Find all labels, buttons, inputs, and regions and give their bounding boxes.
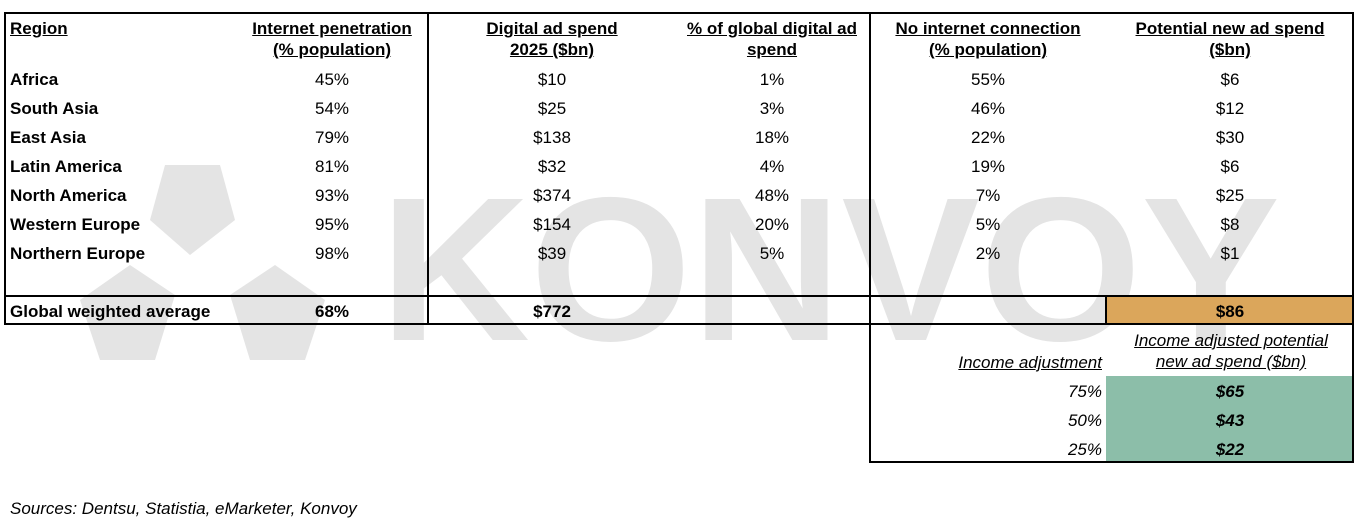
cell-pct-global: 1% — [759, 70, 785, 89]
cell-ad-spend: $39 — [537, 244, 567, 263]
cell-ad-spend: $32 — [537, 157, 567, 176]
cell-no-internet: 7% — [975, 186, 1001, 205]
cell-potential: $12 — [1215, 99, 1245, 118]
border-total-bottom — [4, 323, 1354, 325]
border-col-1 — [427, 12, 429, 324]
cell-no-internet: 22% — [970, 128, 1006, 147]
income-adjusted-header: Income adjusted potential new ad spend ($… — [1134, 331, 1328, 371]
cell-region: Northern Europe — [10, 244, 146, 263]
cell-potential: $6 — [1220, 70, 1240, 89]
cell-no-internet: 19% — [970, 157, 1006, 176]
border-left — [4, 12, 6, 324]
border-col-2 — [869, 12, 871, 463]
cell-pct-global: 4% — [759, 157, 785, 176]
income-pct-75: 75% — [1067, 382, 1102, 401]
income-pct-50: 50% — [1067, 411, 1102, 430]
cell-no-internet: 46% — [970, 99, 1006, 118]
cell-pct-global: 20% — [754, 215, 790, 234]
header-region: Region — [10, 19, 68, 38]
income-value-75: $65 — [1215, 382, 1245, 401]
cell-penetration: 93% — [314, 186, 350, 205]
header-potential-ad-spend: Potential new ad spend ($bn) — [1135, 19, 1325, 59]
cell-ad-spend: $25 — [537, 99, 567, 118]
border-top — [4, 12, 1354, 14]
income-pct-25: 25% — [1067, 440, 1102, 459]
cell-pct-global: 18% — [754, 128, 790, 147]
cell-ad-spend: $154 — [533, 215, 571, 234]
border-income-bottom — [869, 461, 1354, 463]
border-right — [1352, 12, 1354, 463]
cell-region: Africa — [10, 70, 59, 89]
total-ad-spend: $772 — [533, 302, 571, 321]
cell-no-internet: 5% — [975, 215, 1001, 234]
income-adjustment-label: Income adjustment — [958, 353, 1102, 372]
cell-region: Western Europe — [10, 215, 141, 234]
cell-penetration: 95% — [314, 215, 350, 234]
cell-potential: $6 — [1220, 157, 1240, 176]
income-value-25: $22 — [1215, 440, 1245, 459]
sources-note: Sources: Dentsu, Statistia, eMarketer, K… — [10, 499, 357, 518]
cell-ad-spend: $374 — [533, 186, 571, 205]
cell-potential: $25 — [1215, 186, 1245, 205]
cell-penetration: 81% — [314, 157, 350, 176]
cell-ad-spend: $10 — [537, 70, 567, 89]
cell-region: Latin America — [10, 157, 122, 176]
cell-potential: $30 — [1215, 128, 1245, 147]
income-value-50: $43 — [1215, 411, 1245, 430]
header-internet-penetration: Internet penetration (% population) — [252, 19, 412, 59]
cell-no-internet: 2% — [975, 244, 1001, 263]
cell-potential: $1 — [1220, 244, 1240, 263]
cell-region: East Asia — [10, 128, 86, 147]
cell-penetration: 98% — [314, 244, 350, 263]
cell-pct-global: 5% — [759, 244, 785, 263]
cell-pct-global: 3% — [759, 99, 785, 118]
cell-pct-global: 48% — [754, 186, 790, 205]
total-potential: $86 — [1215, 302, 1245, 321]
cell-penetration: 79% — [314, 128, 350, 147]
cell-region: South Asia — [10, 99, 99, 118]
header-digital-ad-spend: Digital ad spend 2025 ($bn) — [486, 19, 618, 59]
total-highlight-fill — [1106, 296, 1354, 324]
total-label: Global weighted average — [10, 302, 211, 321]
border-total-top — [4, 295, 1354, 297]
cell-no-internet: 55% — [970, 70, 1006, 89]
total-penetration: 68% — [314, 302, 350, 321]
cell-penetration: 45% — [314, 70, 350, 89]
border-col-3 — [1105, 296, 1107, 324]
cell-penetration: 54% — [314, 99, 350, 118]
header-no-internet: No internet connection (% population) — [895, 19, 1081, 59]
cell-ad-spend: $138 — [533, 128, 571, 147]
cell-region: North America — [10, 186, 127, 205]
header-pct-global-ad-spend: % of global digital ad spend — [687, 19, 857, 59]
income-highlight-fill — [1106, 376, 1354, 462]
cell-potential: $8 — [1220, 215, 1240, 234]
